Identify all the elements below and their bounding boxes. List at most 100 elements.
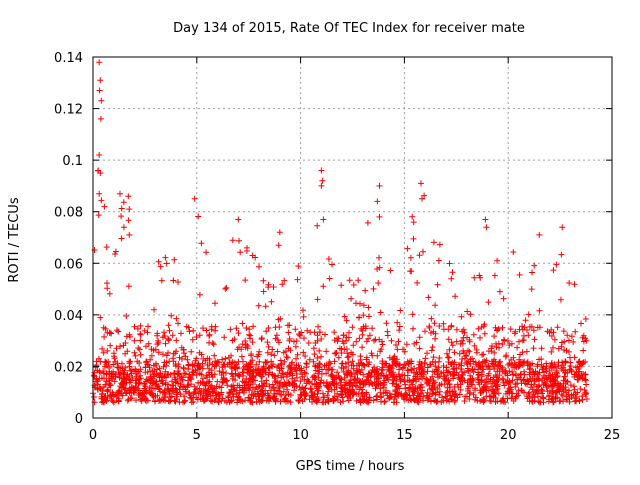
data-point [576, 368, 583, 375]
data-point [205, 379, 212, 386]
data-point [248, 378, 254, 385]
data-point [426, 393, 433, 400]
data-point [350, 281, 357, 288]
data-point [453, 369, 460, 376]
x-tick-label: 20 [500, 428, 517, 443]
data-point [320, 216, 327, 223]
data-point [483, 224, 490, 231]
data-point [246, 326, 253, 333]
data-point [107, 342, 114, 349]
data-point [288, 361, 295, 367]
data-point [334, 390, 341, 397]
data-point [170, 388, 177, 395]
data-point [417, 389, 424, 396]
data-point [510, 371, 516, 378]
data-point [103, 397, 110, 404]
data-point [293, 338, 300, 344]
data-point [195, 363, 202, 370]
data-point [133, 397, 139, 404]
data-point [122, 364, 129, 371]
data-point [136, 387, 142, 394]
data-point [394, 383, 401, 390]
data-point [311, 374, 318, 380]
data-point [240, 365, 247, 371]
data-point [376, 264, 383, 271]
data-point [409, 311, 416, 318]
data-point [562, 367, 569, 374]
data-point [542, 381, 549, 387]
data-point [465, 367, 472, 374]
data-point [100, 349, 107, 356]
data-point [582, 391, 589, 398]
data-point [477, 364, 484, 371]
data-point [349, 324, 356, 331]
data-point [374, 396, 380, 403]
data-point [275, 316, 282, 323]
data-point [445, 377, 452, 384]
data-point [335, 354, 342, 361]
data-point [438, 370, 445, 377]
data-point [409, 213, 416, 220]
data-point [554, 324, 561, 331]
data-point [500, 336, 507, 343]
data-point [223, 284, 230, 291]
data-point [244, 366, 251, 373]
data-point [460, 326, 467, 333]
data-point [446, 380, 453, 387]
data-point [366, 332, 373, 339]
data-point [256, 399, 263, 406]
data-point [128, 387, 135, 394]
data-point [260, 391, 266, 398]
y-tick-label: 0.12 [54, 103, 83, 118]
data-point [348, 369, 354, 376]
data-point [394, 319, 401, 326]
data-point [95, 212, 102, 219]
data-point [229, 337, 236, 344]
data-point [90, 372, 97, 379]
data-point [256, 348, 263, 355]
data-point [538, 345, 545, 352]
data-point [136, 375, 143, 382]
data-point [431, 320, 438, 327]
data-point [156, 374, 163, 381]
data-point [128, 395, 135, 402]
data-point [243, 325, 250, 331]
data-point [262, 303, 269, 310]
data-point [151, 306, 157, 313]
data-point [391, 356, 398, 362]
data-point [510, 249, 517, 255]
data-point [552, 394, 559, 400]
data-point [502, 370, 509, 377]
data-point [263, 369, 269, 376]
data-point [312, 362, 318, 369]
data-point [141, 385, 148, 392]
data-point [105, 386, 112, 393]
data-point [442, 393, 449, 400]
data-point [445, 368, 452, 375]
data-point [508, 340, 515, 347]
data-point [245, 394, 252, 401]
data-point [299, 398, 306, 405]
data-point [315, 323, 321, 330]
data-point [314, 222, 321, 229]
data-point [414, 371, 421, 378]
data-point [290, 338, 297, 345]
data-point [446, 260, 453, 267]
data-point [165, 336, 172, 343]
data-point [516, 271, 523, 278]
data-point [572, 395, 579, 402]
data-point [303, 364, 310, 371]
data-point [512, 328, 519, 335]
data-point [434, 368, 441, 375]
data-point [205, 391, 212, 398]
data-point [366, 359, 373, 366]
data-point [461, 350, 467, 356]
data-point [420, 248, 426, 255]
data-point [316, 368, 323, 375]
data-point [244, 244, 250, 251]
data-point [371, 337, 377, 344]
data-point [223, 399, 230, 406]
data-point [368, 350, 375, 357]
data-point [250, 392, 257, 399]
y-tick-label: 0.06 [54, 257, 83, 272]
